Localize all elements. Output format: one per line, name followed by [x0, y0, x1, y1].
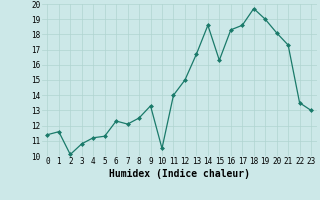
X-axis label: Humidex (Indice chaleur): Humidex (Indice chaleur): [109, 169, 250, 179]
